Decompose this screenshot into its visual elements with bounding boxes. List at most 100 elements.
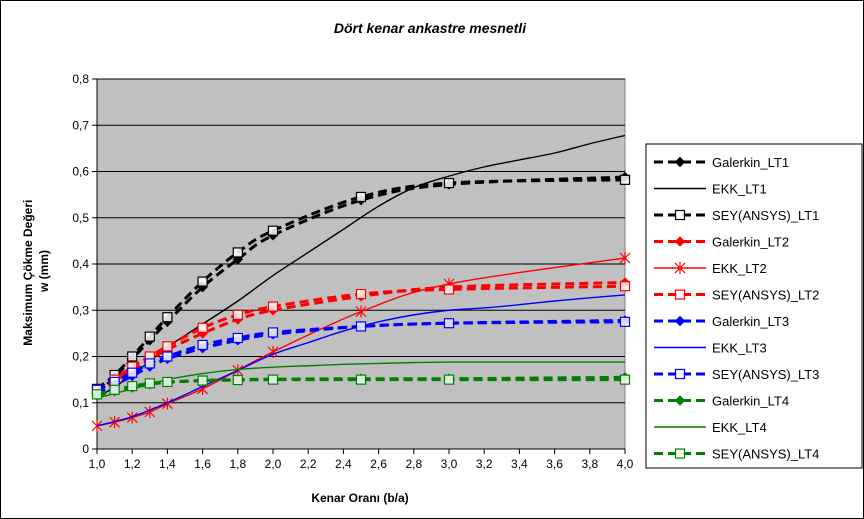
legend-label: EKK_LT4 (712, 420, 767, 435)
data-point (619, 174, 631, 185)
data-point (197, 276, 208, 287)
series-line (96, 281, 626, 395)
data-point (267, 327, 279, 338)
y-axis-title-line-1: Maksimum Çökme Değeri (21, 200, 35, 346)
x-tick-label: 1,6 (194, 457, 211, 471)
series-line (96, 257, 626, 427)
legend-label: SEY(ANSYS)_LT3 (712, 367, 819, 382)
legend-label: SEY(ANSYS)_LT4 (712, 447, 819, 462)
y-tick-label: 0 (82, 442, 89, 456)
legend-marker (674, 209, 686, 221)
x-tick-label: 2,0 (265, 457, 282, 471)
data-point (443, 177, 455, 189)
data-point (355, 374, 367, 385)
data-point (619, 281, 631, 292)
legend-marker (674, 315, 686, 327)
legend-item: Galerkin_LT2 (654, 235, 789, 250)
data-point (162, 312, 173, 323)
legend-label: Galerkin_LT1 (712, 155, 789, 170)
legend-label: SEY(ANSYS)_LT2 (712, 288, 819, 303)
x-tick-label: 3,4 (511, 457, 528, 471)
data-point (126, 411, 138, 424)
x-tick-label: 1,2 (124, 457, 141, 471)
data-point (619, 374, 631, 385)
data-point (232, 247, 243, 258)
legend-marker (674, 289, 686, 300)
x-tick-label: 2,2 (300, 457, 317, 471)
legend-item: EKK_LT3 (654, 341, 767, 356)
legend-marker (674, 262, 686, 274)
series-EKK_LT4 (96, 361, 625, 399)
legend-box (645, 143, 863, 469)
y-tick-label: 0,5 (72, 211, 89, 225)
legend-label: SEY(ANSYS)_LT1 (712, 208, 819, 223)
data-point (161, 397, 173, 410)
data-point (197, 322, 208, 333)
data-point (267, 301, 279, 312)
legend: Galerkin_LT1 EKK_LT1 SEY(ANSYS)_LT1 Galerki… (654, 155, 819, 462)
data-point (144, 358, 155, 369)
data-point (619, 251, 631, 264)
legend-item: SEY(ANSYS)_LT4 (654, 447, 819, 462)
x-tick-label: 1,4 (159, 457, 176, 471)
data-point (619, 316, 631, 327)
legend-marker (674, 448, 686, 459)
series-line (96, 361, 625, 399)
data-point (91, 389, 103, 400)
x-tick-label: 3,0 (441, 457, 458, 471)
legend-item: Galerkin_LT4 (654, 394, 789, 409)
data-point (109, 384, 120, 395)
x-axis-title: Kenar Oranı (b/a) (311, 491, 408, 505)
x-tick-label: 3,8 (581, 457, 598, 471)
x-tick-label: 1,8 (229, 457, 246, 471)
y-tick-label: 0,4 (72, 257, 89, 271)
data-point (197, 339, 208, 351)
legend-marker (674, 156, 686, 168)
data-point (197, 375, 208, 386)
legend-item: EKK_LT1 (654, 182, 767, 197)
y-tick-label: 0,7 (72, 118, 89, 132)
data-point (144, 331, 155, 342)
y-axis-title-line-2: w (mm) (37, 250, 51, 293)
legend-label: Galerkin_LT2 (712, 235, 789, 250)
data-point (355, 191, 367, 203)
legend-label: Galerkin_LT4 (712, 394, 789, 409)
data-point (355, 288, 367, 300)
data-point (232, 374, 243, 386)
series-SEY(ANSYS)_LT4 (91, 374, 631, 400)
series-line (96, 284, 626, 393)
data-point (443, 318, 455, 329)
legend-marker (674, 236, 686, 247)
legend-item: Galerkin_LT3 (654, 314, 789, 329)
legend-marker (674, 368, 686, 380)
data-point (162, 341, 173, 352)
axis-layer: 0 0,1 0,2 0,3 0,4 0,5 0,6 0,7 0,8 1,0 1,2 1,4 1,6 1,8… (72, 72, 633, 471)
data-point (355, 305, 367, 318)
data-point (267, 374, 279, 385)
legend-item: Galerkin_LT1 (654, 155, 789, 170)
data-point (127, 381, 138, 392)
y-axis-title: Maksimum Çökme Değeri w (mm) (21, 196, 51, 345)
legend-label: Galerkin_LT3 (712, 314, 789, 329)
data-point (232, 309, 243, 320)
data-point (144, 378, 155, 389)
data-point (127, 367, 138, 378)
x-tick-label: 3,6 (546, 457, 563, 471)
legend-item: EKK_LT2 (654, 261, 767, 276)
data-point (162, 376, 173, 388)
series-layer (91, 134, 631, 432)
legend-item: EKK_LT4 (654, 420, 767, 435)
y-tick-label: 0,3 (72, 303, 89, 317)
data-point (267, 225, 279, 236)
legend-marker (674, 395, 686, 406)
x-tick-label: 2,8 (405, 457, 422, 471)
legend-label: EKK_LT2 (712, 261, 767, 276)
legend-label: EKK_LT1 (712, 182, 767, 197)
chart-title: Dört kenar ankastre mesnetli (334, 20, 527, 36)
y-tick-label: 0,1 (72, 396, 89, 410)
data-point (443, 284, 455, 295)
legend-item: SEY(ANSYS)_LT3 (654, 367, 819, 382)
x-tick-label: 4,0 (617, 457, 634, 471)
